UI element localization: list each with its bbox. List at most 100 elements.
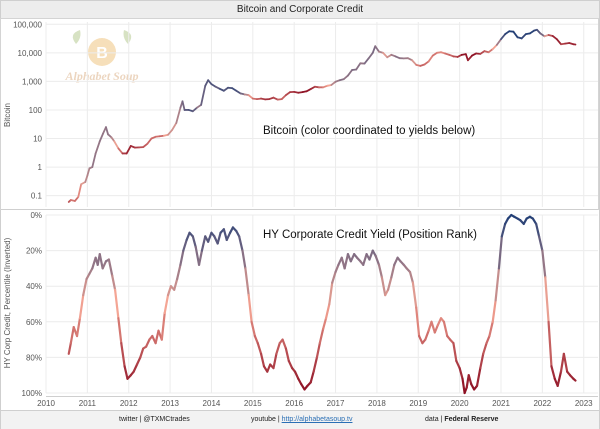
bitcoin-tick-label: 1,000 bbox=[22, 77, 43, 86]
bitcoin-price-segment bbox=[555, 38, 562, 46]
hy-credit-segment bbox=[200, 235, 207, 252]
bitcoin-tick-label: 1 bbox=[38, 163, 43, 172]
hy-credit-segment bbox=[256, 342, 263, 355]
credit-annotation: HY Corporate Credit Yield (Position Rank… bbox=[263, 229, 477, 241]
bitcoin-annotation: Bitcoin (color coordinated to yields bel… bbox=[263, 125, 475, 137]
hy-credit-segment bbox=[275, 342, 281, 355]
hy-credit-segment bbox=[572, 377, 577, 382]
bitcoin-price-segment bbox=[181, 100, 186, 111]
hy-credit-segment bbox=[244, 267, 250, 297]
bitcoin-price-segment bbox=[520, 33, 527, 40]
hy-credit-segment bbox=[191, 235, 197, 249]
x-axis: 2010 2011 2012 2013 2014 2015 2016 2017 2018 2019… bbox=[37, 22, 593, 408]
bitcoin-price-segment bbox=[367, 51, 374, 60]
hy-credit-segment bbox=[415, 306, 421, 338]
hy-credit-segment bbox=[334, 263, 340, 274]
hy-credit-segment bbox=[284, 347, 290, 363]
hy-credit-segment bbox=[349, 253, 356, 263]
hy-credit-segment bbox=[173, 277, 179, 291]
hy-credit-segment bbox=[458, 366, 464, 380]
hy-credit-segment bbox=[107, 258, 114, 277]
bitcoin-price-segment bbox=[98, 132, 104, 143]
credit-tick-label: 100% bbox=[22, 389, 42, 398]
hy-credit-segment bbox=[328, 281, 334, 306]
bitcoin-price-segment bbox=[512, 30, 519, 39]
hy-credit-series bbox=[67, 213, 577, 395]
hy-credit-segment bbox=[309, 370, 315, 384]
footer-twitter[interactable]: twitter | @TXMCtrades bbox=[119, 416, 190, 423]
hy-credit-segment bbox=[272, 352, 278, 370]
hy-credit-segment bbox=[287, 359, 294, 370]
bitcoin-y-label: Bitcoin bbox=[3, 103, 12, 127]
svg-text:Alphabet Soup: Alphabet Soup bbox=[64, 69, 138, 83]
hy-credit-segment bbox=[461, 377, 466, 395]
footer-youtube-link[interactable]: http://alphabetasoup.tv bbox=[281, 416, 353, 423]
bitcoin-price-segment bbox=[94, 140, 101, 155]
bitcoin-price-segment bbox=[146, 137, 153, 145]
hy-credit-segment bbox=[411, 281, 418, 309]
x-tick-label: 2014 bbox=[203, 399, 221, 408]
hy-credit-segment bbox=[250, 320, 256, 338]
svg-text:B: B bbox=[96, 45, 108, 62]
bitcoin-price-segment bbox=[347, 69, 353, 77]
bitcoin-price-segment bbox=[204, 79, 210, 87]
hy-credit-segment bbox=[266, 363, 272, 373]
hy-credit-segment bbox=[424, 329, 430, 341]
hy-credit-segment bbox=[154, 329, 160, 345]
bitcoin-y-axis: 0.1 1 10 100 1,000 10,000 100,000 bbox=[13, 20, 598, 201]
x-tick-label: 2010 bbox=[37, 399, 55, 408]
hy-credit-segment bbox=[433, 324, 439, 334]
x-tick-label: 2023 bbox=[575, 399, 593, 408]
bitcoin-tick-label: 10 bbox=[33, 135, 42, 144]
bitcoin-price-segment bbox=[500, 33, 507, 41]
bitcoin-price-segment bbox=[84, 174, 89, 183]
hy-credit-segment bbox=[135, 356, 142, 366]
hy-credit-segment bbox=[185, 231, 191, 242]
hy-credit-segment bbox=[436, 317, 443, 327]
hy-credit-segment bbox=[69, 326, 75, 345]
bitcoin-price-segment bbox=[491, 43, 498, 51]
hy-credit-segment bbox=[537, 235, 544, 252]
hy-credit-segment bbox=[216, 231, 222, 245]
hy-credit-segment bbox=[430, 320, 436, 334]
hy-credit-segment bbox=[67, 342, 72, 355]
hy-credit-segment bbox=[207, 231, 213, 243]
hy-credit-segment bbox=[479, 352, 485, 370]
bitcoin-price-segment bbox=[167, 129, 174, 136]
x-tick-label: 2012 bbox=[120, 399, 138, 408]
credit-y-label: HY Corp Credit, Percentile (Inverted) bbox=[3, 237, 12, 368]
hy-credit-segment bbox=[500, 222, 507, 238]
hy-credit-segment bbox=[442, 320, 449, 338]
bitcoin-price-segment bbox=[363, 57, 370, 65]
hy-credit-segment bbox=[101, 260, 108, 270]
bitcoin-price-segment bbox=[77, 183, 83, 198]
hy-credit-segment bbox=[331, 270, 337, 284]
x-tick-label: 2021 bbox=[492, 399, 510, 408]
bitcoin-price-segment bbox=[411, 59, 418, 66]
x-tick-label: 2016 bbox=[285, 399, 303, 408]
hy-credit-segment bbox=[393, 256, 399, 266]
hy-credit-segment bbox=[377, 263, 383, 279]
bitcoin-price-segment bbox=[171, 122, 178, 131]
hy-credit-segment bbox=[247, 294, 253, 323]
hy-credit-segment bbox=[293, 370, 300, 380]
hy-credit-segment bbox=[488, 320, 494, 338]
x-tick-label: 2011 bbox=[79, 399, 97, 408]
hy-credit-segment bbox=[238, 235, 244, 252]
x-tick-label: 2013 bbox=[161, 399, 179, 408]
x-tick-label: 2019 bbox=[409, 399, 427, 408]
footer-data-name: Federal Reserve bbox=[444, 416, 499, 423]
hy-credit-segment bbox=[544, 276, 550, 323]
credit-y-axis: 0% 20% 40% 60% 80% 100% bbox=[22, 211, 598, 398]
hy-credit-segment bbox=[343, 253, 350, 270]
hy-credit-segment bbox=[318, 327, 325, 345]
bitcoin-price-segment bbox=[117, 147, 124, 155]
hy-credit-segment bbox=[176, 263, 182, 281]
hy-credit-segment bbox=[482, 342, 488, 355]
hy-credit-segment bbox=[485, 334, 491, 345]
hy-credit-segment bbox=[497, 235, 503, 270]
hy-credit-segment bbox=[139, 347, 145, 359]
x-tick-label: 2017 bbox=[327, 399, 345, 408]
footer-data-source: data | Federal Reserve bbox=[425, 411, 498, 429]
